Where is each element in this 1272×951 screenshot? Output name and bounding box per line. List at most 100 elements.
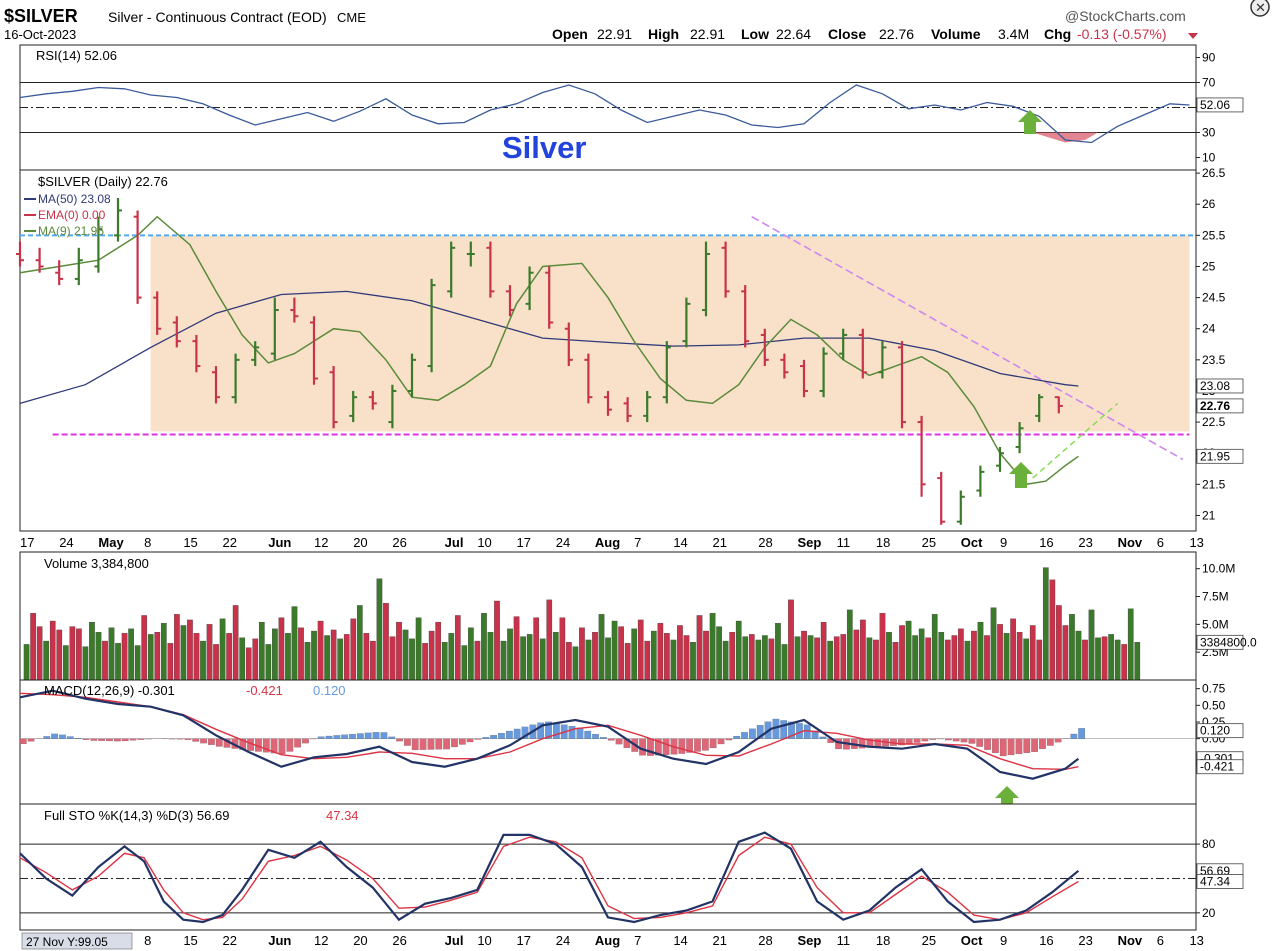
x-bottom-tick-label: 15 — [183, 933, 197, 948]
x-tick-label: Oct — [961, 535, 983, 550]
macd-hist-bar — [1015, 738, 1023, 755]
volume-bar — [1062, 625, 1069, 681]
x-tick-label: 17 — [20, 535, 34, 550]
price-bar — [153, 291, 162, 335]
macd-hist-bar — [215, 738, 223, 747]
x-tick-label: 25 — [922, 535, 936, 550]
price-value-box: 23.08 — [1200, 379, 1230, 393]
macd-hist-bar — [317, 736, 325, 739]
macd-value-box-box — [1196, 759, 1244, 775]
macd-hist-bar — [725, 738, 733, 741]
volume-bar — [304, 642, 311, 681]
volume-bar — [716, 626, 722, 681]
volume-bar — [1003, 633, 1010, 681]
volume-bar — [258, 621, 265, 681]
macd-hist-bar — [780, 720, 788, 739]
x-bottom-tick-label: 7 — [634, 933, 641, 948]
x-bottom-tick-label: 21 — [713, 933, 727, 948]
volume-bar — [1095, 637, 1101, 681]
x-bottom-tick-label: 12 — [314, 933, 328, 948]
macd-hist-bar — [905, 738, 913, 745]
volume-bar — [938, 631, 945, 681]
macd-hist-bar — [788, 721, 795, 739]
x-tick-label: 16 — [1039, 535, 1053, 550]
volume-bar — [121, 633, 128, 681]
macd-hist-bar — [819, 736, 827, 739]
volume-bar — [703, 630, 709, 681]
price-bar — [682, 297, 691, 348]
macd-hist-bar — [662, 738, 670, 755]
x-bottom-tick-label: 26 — [392, 933, 406, 948]
low-value: 22.64 — [776, 26, 811, 42]
volume-bar — [56, 629, 63, 681]
volume-bar — [187, 619, 193, 681]
stoch-label: Full STO %K(14,3) %D(3) 56.69 — [44, 808, 229, 823]
x-tick-label: 11 — [837, 535, 851, 550]
volume-bar — [912, 635, 918, 681]
volume-bar — [964, 640, 971, 681]
chart-header: $SILVER Silver - Continuous Contract (EO… — [4, 0, 1270, 42]
macd-hist-bar — [90, 738, 98, 741]
volume-bar — [1114, 639, 1121, 681]
volume-bar — [500, 640, 507, 681]
macd-value-box: 0.120 — [1200, 724, 1230, 738]
macd-line — [19, 689, 1080, 780]
close-icon[interactable] — [1250, 0, 1270, 17]
macd-hist-bar — [505, 730, 513, 739]
x-bottom-tick-label: Jun — [268, 933, 291, 948]
volume-bar — [579, 627, 585, 681]
price-bar — [604, 390, 612, 416]
x-tick-label: Aug — [595, 535, 620, 550]
price-bar — [564, 322, 573, 367]
chart-date: 16-Oct-2023 — [4, 27, 76, 42]
volume-bar — [552, 631, 559, 681]
stoch-value-box-box — [1196, 874, 1244, 889]
volume-bar — [245, 647, 252, 681]
macd-hist-bar — [1031, 738, 1038, 752]
volume-bar — [317, 620, 324, 681]
macd-hist-bar — [59, 734, 66, 739]
volume-bar — [944, 639, 951, 681]
volume-label: Volume 3,384,800 — [44, 556, 149, 571]
volume-bar — [735, 620, 742, 681]
volume-bar — [1069, 614, 1075, 681]
macd-hist-bar — [992, 738, 999, 753]
macd-hist-bar — [1046, 738, 1054, 746]
macd-hist-bar — [294, 738, 301, 748]
price-bar — [721, 241, 730, 298]
chart-annotation: Silver — [502, 130, 586, 165]
price-tick-label: 21 — [1202, 508, 1216, 522]
macd-hist-bar — [537, 722, 545, 739]
macd-hist-bar — [584, 730, 592, 739]
stoch-d-line — [19, 836, 1079, 921]
macd-hist-bar — [576, 727, 584, 739]
open-label: Open — [552, 26, 588, 42]
volume-bar — [1016, 631, 1023, 681]
volume-bar — [343, 634, 350, 681]
brand-label: @StockCharts.com — [1065, 8, 1186, 24]
volume-bar — [415, 617, 422, 681]
volume-bar — [696, 615, 703, 681]
price-bar — [35, 247, 44, 273]
volume-bar — [990, 607, 997, 681]
price-bar — [310, 316, 318, 385]
macd-hist-bar — [897, 738, 905, 746]
price-bar — [329, 366, 338, 429]
volume-bar — [1010, 618, 1016, 681]
price-tick-label: 24 — [1202, 322, 1216, 336]
volume-bar — [128, 628, 134, 681]
x-tick-label: 15 — [183, 535, 197, 550]
macd-hist-bar — [364, 732, 372, 739]
x-bottom-tick-label: 14 — [673, 933, 687, 948]
volume-bar — [846, 609, 853, 681]
volume-bar — [232, 605, 239, 681]
volume-bar — [814, 637, 820, 681]
volume-bar — [585, 639, 592, 681]
volume-bar — [1023, 638, 1030, 681]
exchange-label: CME — [337, 10, 366, 25]
volume-tick-label: 5.0M — [1202, 617, 1229, 631]
price-bar — [898, 341, 906, 429]
volume-bar — [278, 617, 285, 681]
volume-bar — [1127, 608, 1134, 681]
